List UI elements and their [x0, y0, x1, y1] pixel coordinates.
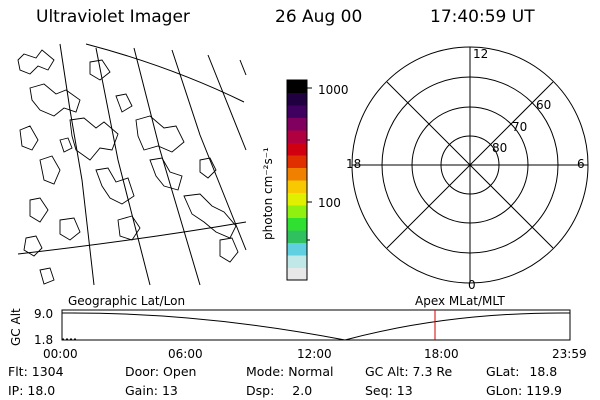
colorbar-cell — [287, 192, 307, 206]
longitude-line — [207, 54, 247, 151]
info-glon: GLon: 119.9 — [486, 383, 562, 398]
timeline-left-label: Geographic Lat/Lon — [68, 294, 186, 308]
time-label: 17:40:59 UT — [430, 7, 535, 27]
mlt-label-6: 6 — [577, 157, 585, 171]
latitude-arc-outer — [85, 43, 245, 103]
info-glat: GLat: 18.8 — [486, 364, 558, 379]
info-mode: Mode: Normal — [246, 364, 334, 379]
info-flt-label: Flt: — [8, 364, 28, 379]
longitude-line — [239, 59, 247, 76]
timeline-axis-label: GC Alt — [9, 308, 23, 346]
info-seq-label: Seq: — [365, 383, 393, 398]
colorbar-cell — [287, 92, 307, 106]
lat-label-80: 80 — [492, 141, 508, 155]
info-glon-label: GLon: — [486, 383, 523, 398]
info-dsp-label: Dsp: — [246, 383, 275, 398]
colorbar-cell — [287, 142, 307, 156]
colorbar-cell — [287, 255, 307, 268]
colorbar-cell — [287, 130, 307, 143]
info-seq: Seq: 13 — [365, 383, 413, 398]
polar-plot — [351, 46, 589, 284]
info-gcalt-value: 7.3 Re — [412, 364, 453, 379]
longitude-line — [171, 49, 247, 251]
date-label: 26 Aug 00 — [275, 7, 363, 27]
mlt-label-0: 0 — [468, 278, 476, 292]
info-flt: Flt: 1304 — [8, 364, 64, 379]
mlt-label-12: 12 — [473, 47, 489, 61]
colorbar-cell — [287, 117, 307, 131]
info-dsp-value: 2.0 — [292, 383, 313, 398]
colorbar-cell — [287, 80, 307, 93]
info-door-label: Door: — [125, 364, 160, 379]
colorbar — [286, 79, 312, 281]
colorbar-cell — [287, 105, 307, 118]
colorbar-cell — [287, 167, 307, 181]
colorbar-frame — [286, 79, 308, 281]
colorbar-tick-100: 100 — [318, 196, 341, 210]
longitude-line — [95, 47, 151, 286]
lat-label-60: 60 — [536, 98, 552, 112]
colorbar-unit-label: photon cm⁻²s⁻¹ — [261, 147, 275, 240]
info-gain-label: Gain: — [125, 383, 158, 398]
info-gain-value: 13 — [161, 383, 178, 398]
info-mode-label: Mode: — [246, 364, 285, 379]
info-gcalt: GC Alt: 7.3 Re — [365, 364, 453, 379]
timeline-time-2: 12:00 — [297, 347, 332, 361]
info-ip-label: IP: — [8, 383, 24, 398]
timeline-right-label: Apex MLat/MLT — [415, 294, 505, 308]
info-glat-value: 18.8 — [529, 364, 558, 379]
info-ip-value: 18.0 — [27, 383, 56, 398]
info-ip: IP: 18.0 — [8, 383, 56, 398]
colorbar-cell — [287, 242, 307, 256]
info-dsp: Dsp: 2.0 — [246, 383, 313, 398]
info-door: Door: Open — [125, 364, 197, 379]
colorbar-tick-1000: 1000 — [318, 83, 349, 97]
instrument-title: Ultraviolet Imager — [36, 7, 190, 27]
colorbar-cell — [287, 267, 307, 281]
timeline-time-4: 23:59 — [552, 347, 587, 361]
timeline — [61, 309, 571, 341]
geographic-map — [17, 43, 247, 286]
colorbar-cell — [287, 205, 307, 218]
colorbar-cell — [287, 217, 307, 231]
info-gain: Gain: 13 — [125, 383, 178, 398]
info-flt-value: 1304 — [31, 364, 64, 379]
info-glon-value: 119.9 — [526, 383, 562, 398]
colorbar-cell — [287, 180, 307, 193]
timeline-time-0: 00:00 — [43, 347, 78, 361]
colorbar-cell — [287, 155, 307, 168]
latitude-line-lower — [17, 221, 247, 255]
timeline-y-bottom: 1.8 — [34, 333, 54, 347]
coastlines — [17, 49, 239, 285]
info-seq-value: 13 — [396, 383, 413, 398]
colorbar-cell — [287, 230, 307, 243]
info-gcalt-label: GC Alt: — [365, 364, 409, 379]
longitude-line — [133, 47, 201, 286]
timeline-time-1: 06:00 — [168, 347, 203, 361]
info-door-value: Open — [163, 364, 197, 379]
timeline-y-top: 9.0 — [34, 307, 54, 321]
info-glat-label: GLat: — [486, 364, 520, 379]
lat-label-70: 70 — [512, 120, 528, 134]
timeline-time-3: 18:00 — [424, 347, 459, 361]
longitude-line — [59, 43, 95, 286]
altitude-curve — [61, 312, 571, 341]
mlt-label-18: 18 — [346, 157, 362, 171]
polar-diagonal — [386, 81, 554, 249]
timeline-frame — [61, 309, 571, 341]
info-mode-value: Normal — [288, 364, 334, 379]
